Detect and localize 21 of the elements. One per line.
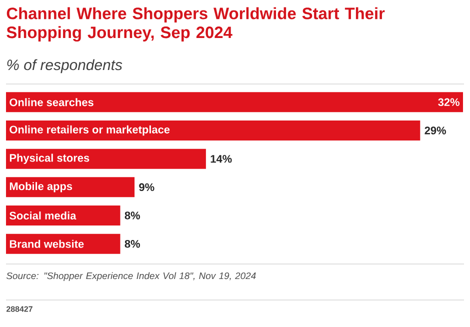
y-tick-label: Social media bbox=[10, 211, 76, 220]
data-label: 8% bbox=[124, 212, 140, 220]
y-tick-label: Brand website bbox=[10, 240, 84, 248]
chart-subtitle: % of respondents bbox=[7, 59, 122, 74]
bar bbox=[6, 234, 120, 254]
data-label: 9% bbox=[139, 183, 154, 192]
bar bbox=[6, 177, 135, 198]
bar bbox=[6, 92, 464, 112]
y-tick-label: Online retailers or marketplace bbox=[10, 125, 170, 136]
bar bbox=[6, 120, 420, 141]
data-label: 14% bbox=[210, 154, 232, 163]
y-tick-label: Physical stores bbox=[10, 154, 90, 164]
chart-title: Channel Where Shoppers Worldwide Start Their Shopping Journey, Sep 2024 bbox=[6, 7, 385, 42]
y-tick-label: Mobile apps bbox=[10, 182, 72, 192]
y-tick-label: Online searches bbox=[10, 98, 94, 106]
bar bbox=[6, 148, 206, 169]
data-label: 32% bbox=[438, 98, 460, 106]
data-label: 29% bbox=[424, 126, 446, 134]
bar bbox=[6, 206, 120, 226]
source-note: Source: "Shopper Experience Index Vol 18", Nov 19, 2024 bbox=[6, 272, 256, 282]
data-label: 8% bbox=[124, 240, 140, 248]
